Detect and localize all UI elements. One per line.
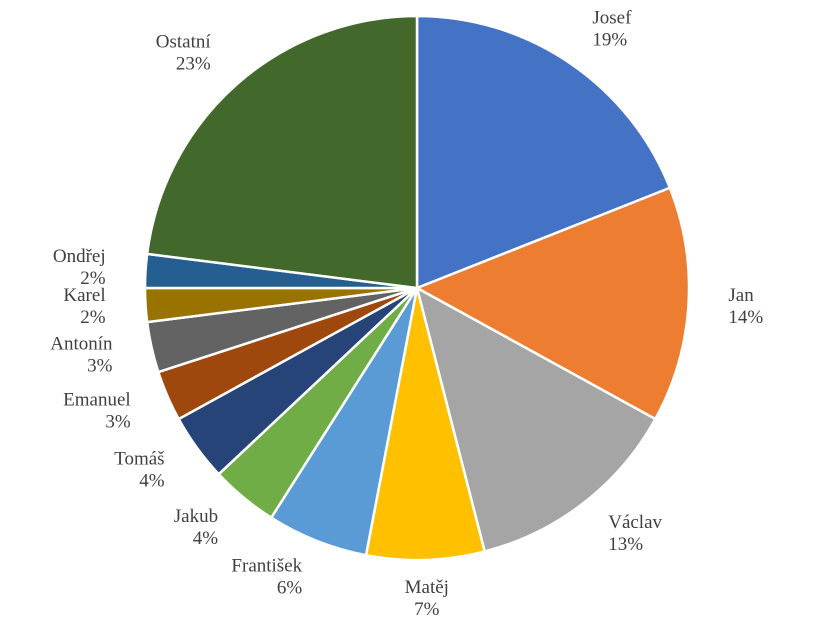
pie-slice: [415, 285, 658, 553]
slice-label: Václav: [608, 512, 662, 533]
slice-value-label: 2%: [80, 307, 106, 328]
pie-slice: [145, 14, 419, 290]
slice-label: Tomáš: [114, 449, 164, 470]
pie-slice: [415, 14, 672, 290]
slice-value-label: 23%: [176, 53, 211, 74]
pie-slice: [364, 287, 487, 562]
slice-value-label: 19%: [592, 29, 627, 50]
slice-value-label: 4%: [193, 528, 219, 549]
slice-label: Emanuel: [63, 389, 131, 410]
slice-value-label: 7%: [414, 599, 440, 620]
slice-label: František: [231, 555, 302, 576]
slice-value-label: 6%: [277, 577, 303, 598]
slice-value-label: 2%: [80, 268, 106, 289]
slice-value-label: 13%: [608, 534, 643, 555]
pie-slice: [414, 186, 691, 421]
slice-label: Ostatní: [156, 31, 212, 52]
slice-label: Jakub: [174, 506, 218, 527]
slice-label: Jan: [728, 285, 754, 306]
slice-value-label: 3%: [105, 411, 131, 432]
slice-label: Antonín: [50, 333, 113, 354]
slice-label: Matěj: [405, 577, 449, 598]
slice-value-label: 14%: [728, 307, 763, 328]
slice-label: Ondřej: [53, 246, 106, 267]
slice-label: Josef: [592, 7, 632, 28]
slice-value-label: 4%: [139, 471, 165, 492]
slice-value-label: 3%: [87, 355, 113, 376]
slice-label: Karel: [63, 285, 105, 306]
